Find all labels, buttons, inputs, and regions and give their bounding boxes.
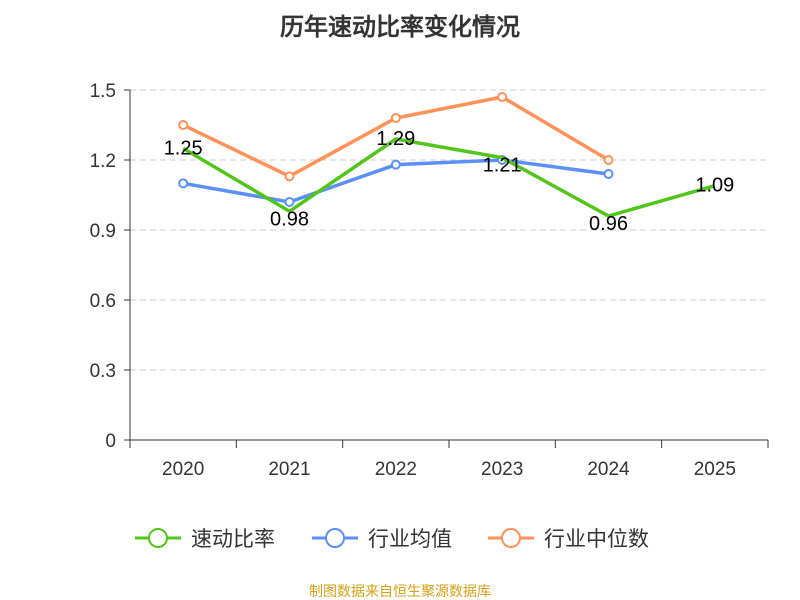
x-tick-label: 2025 — [694, 459, 736, 480]
y-tick-label: 1.2 — [90, 151, 116, 172]
legend-marker — [325, 528, 345, 548]
x-tick-label: 2021 — [268, 459, 310, 480]
data-label: 0.96 — [589, 213, 628, 235]
legend-marker — [148, 528, 168, 548]
data-label: 1.09 — [695, 175, 734, 197]
x-tick-label: 2023 — [481, 459, 523, 480]
chart-title: 历年速动比率变化情况 — [280, 13, 520, 41]
y-tick-label: 0 — [105, 431, 116, 452]
data-point — [390, 159, 401, 170]
legend-marker — [501, 528, 521, 548]
data-label: 1.29 — [376, 128, 415, 150]
data-point — [178, 178, 189, 189]
data-label: 1.21 — [483, 155, 522, 177]
x-tick-label: 2022 — [375, 459, 417, 480]
data-point — [284, 197, 295, 207]
legend-label: 行业均值 — [368, 528, 452, 551]
source-note: 制图数据来自恒生聚源数据库 — [309, 583, 491, 599]
data-label: 0.98 — [270, 208, 309, 230]
data-label: 1.25 — [164, 137, 203, 159]
y-tick-label: 0.6 — [90, 291, 116, 312]
data-point — [603, 155, 614, 165]
y-tick-label: 0.3 — [90, 361, 116, 382]
data-point — [390, 113, 401, 123]
y-tick-label: 0.9 — [90, 221, 116, 242]
data-point — [603, 169, 614, 179]
legend-label: 行业中位数 — [544, 528, 649, 551]
data-point — [178, 120, 189, 130]
x-tick-label: 2024 — [587, 459, 630, 480]
x-tick-label: 2020 — [162, 459, 204, 480]
y-tick-label: 1.5 — [90, 81, 116, 102]
series-line-0 — [182, 137, 716, 218]
legend-label: 速动比率 — [191, 528, 275, 551]
data-point — [497, 92, 508, 102]
data-point — [284, 171, 295, 182]
